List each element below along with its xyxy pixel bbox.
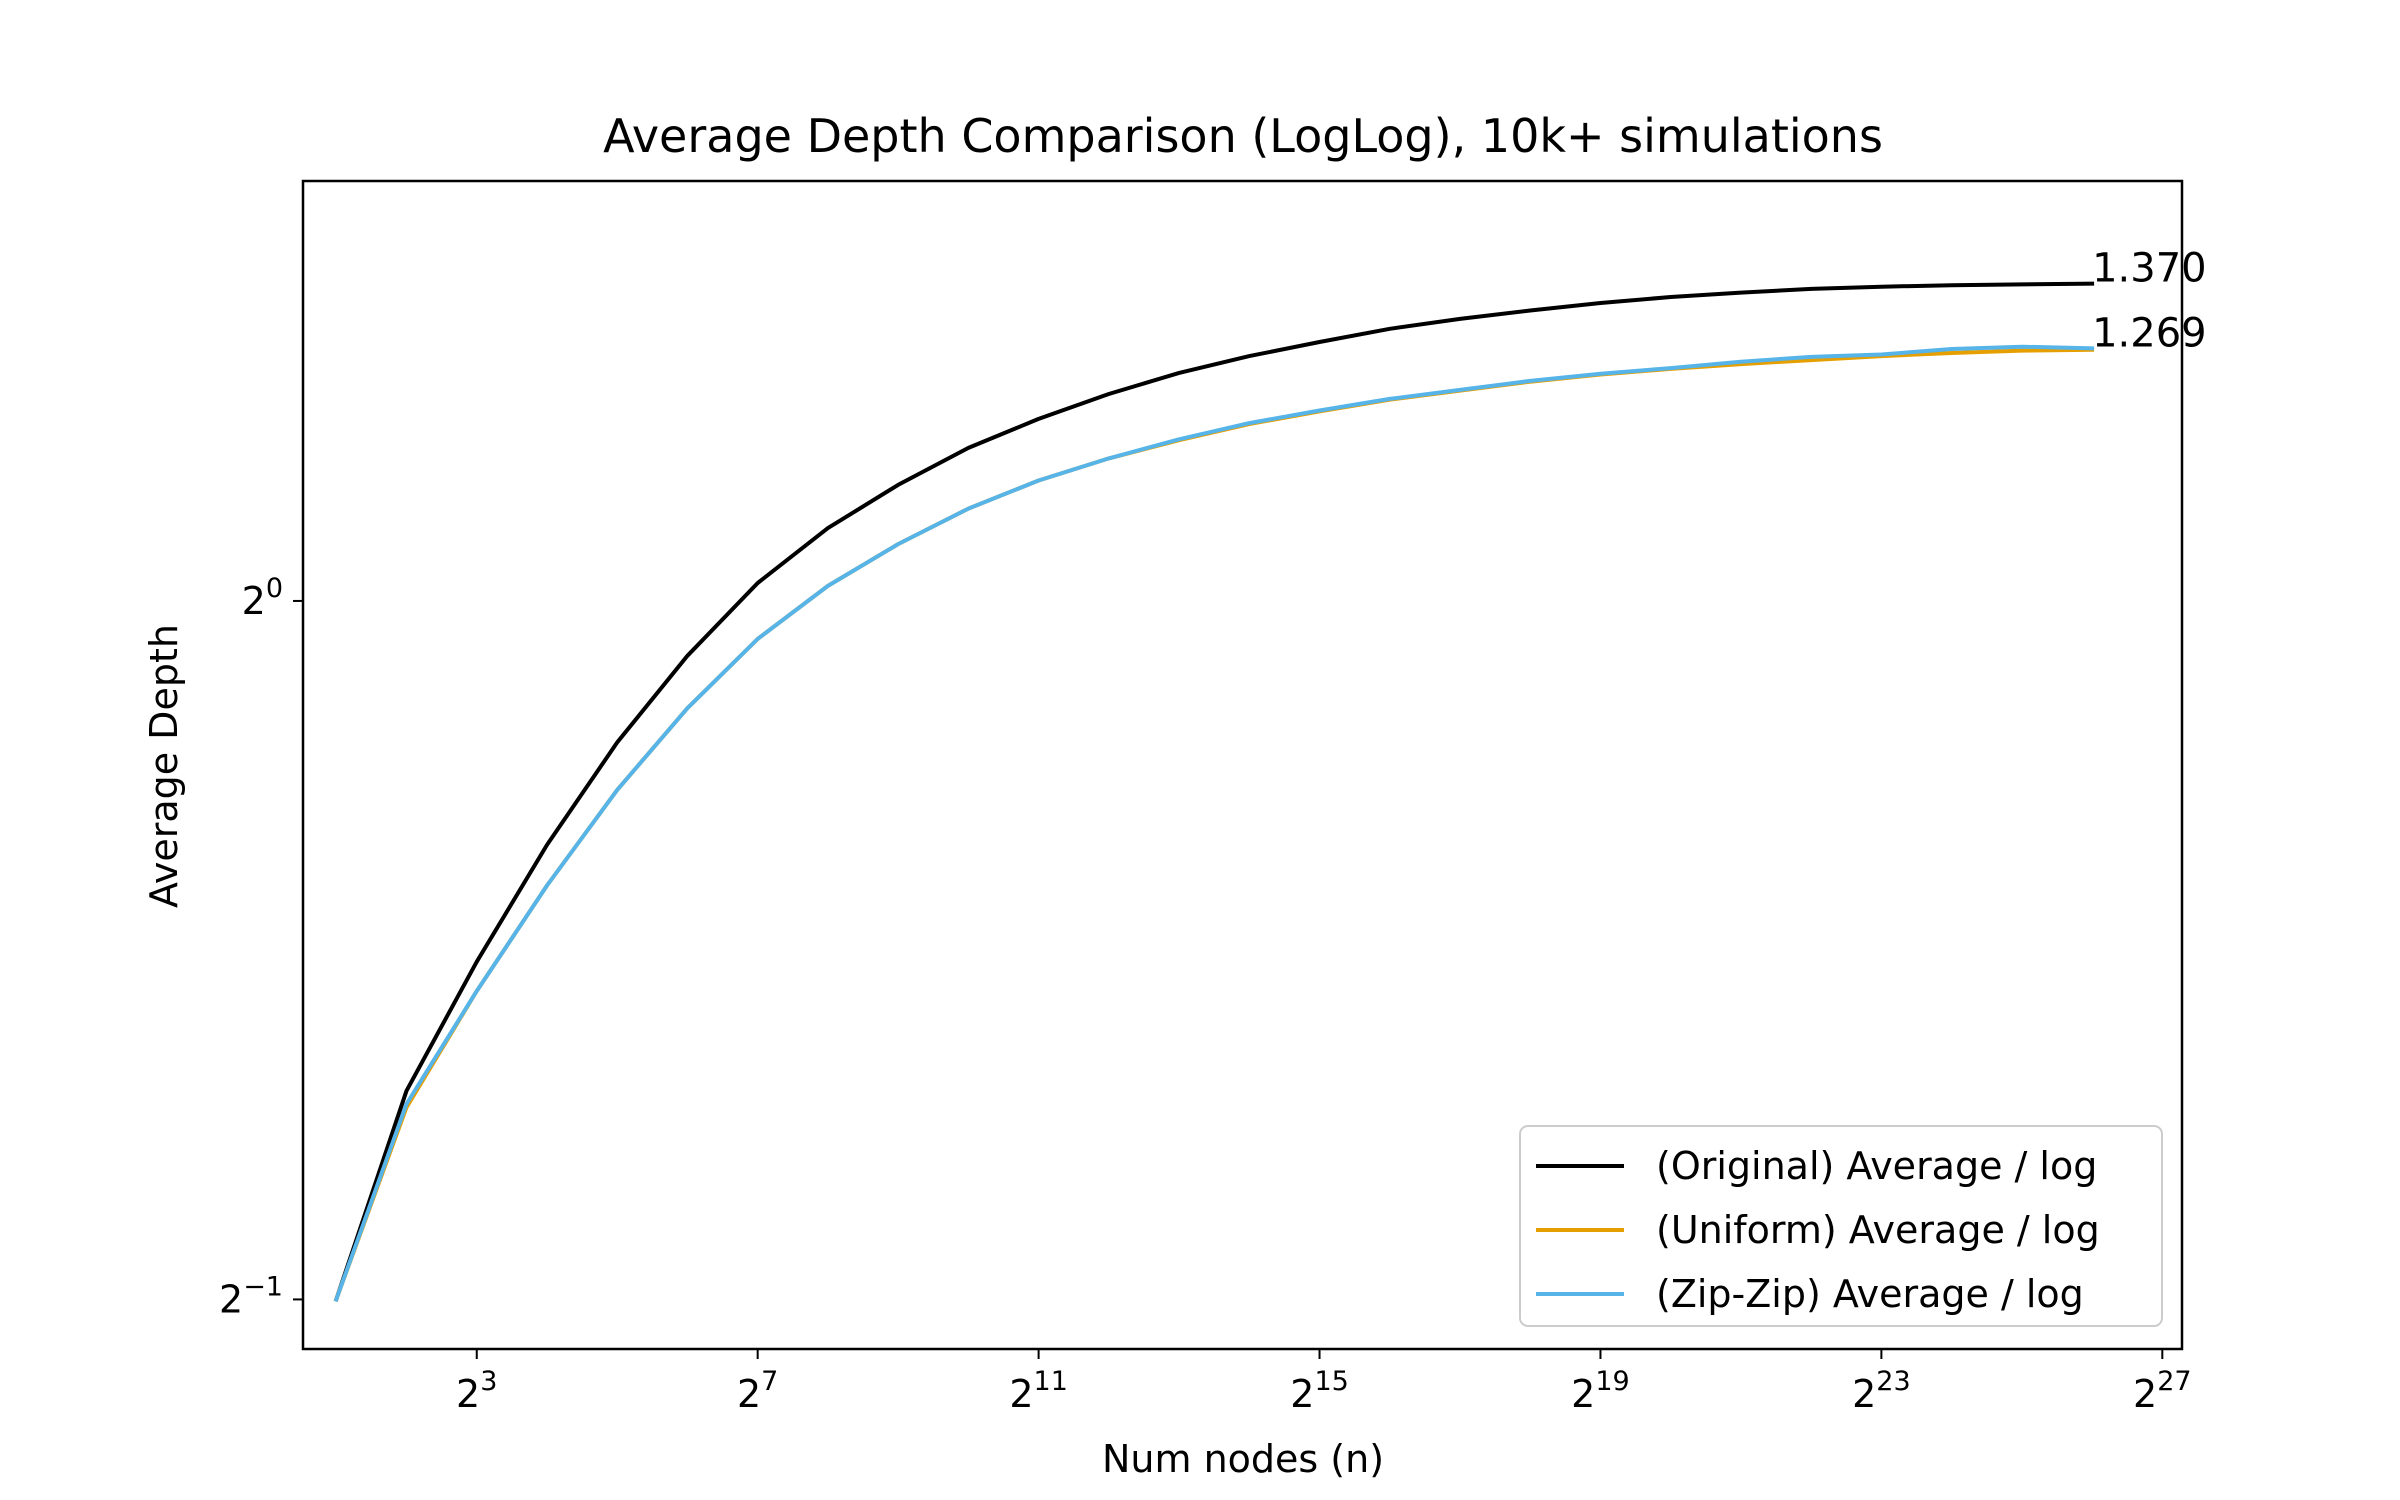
y-tick-exponent: 0 xyxy=(266,573,283,604)
legend-label: (Uniform) Average / log xyxy=(1656,1208,2100,1252)
x-tick-label: 219 xyxy=(1571,1366,1630,1416)
y-tick-exponent: −1 xyxy=(243,1271,283,1302)
x-tick-exponent: 3 xyxy=(480,1366,497,1397)
x-tick-base: 2 xyxy=(737,1372,761,1416)
x-tick-label: 227 xyxy=(2133,1366,2192,1416)
x-tick-label: 27 xyxy=(737,1366,778,1416)
end-labels: 1.370 1.269 xyxy=(2092,246,2207,357)
y-tick-base: 2 xyxy=(242,579,266,623)
legend-label: (Original) Average / log xyxy=(1656,1144,2097,1188)
x-tick-label: 223 xyxy=(1852,1366,1911,1416)
legend-frame xyxy=(1519,1125,2163,1327)
x-axis: 23 27 211 215 219 223 227 xyxy=(456,1349,2192,1416)
y-tick-base: 2 xyxy=(219,1277,243,1321)
x-tick-exponent: 11 xyxy=(1034,1366,1068,1397)
x-tick-base: 2 xyxy=(456,1372,480,1416)
end-value-label: 1.269 xyxy=(2092,310,2207,356)
x-tick-exponent: 27 xyxy=(2157,1366,2191,1397)
series-line-2 xyxy=(333,344,2095,1302)
x-tick-exponent: 15 xyxy=(1314,1366,1348,1397)
x-tick-exponent: 7 xyxy=(761,1366,778,1397)
y-tick-label: 20 xyxy=(242,573,283,623)
x-axis-label: Num nodes (n) xyxy=(1102,1437,1384,1481)
x-tick-base: 2 xyxy=(1571,1372,1595,1416)
x-tick-exponent: 23 xyxy=(1876,1366,1910,1397)
plot-area xyxy=(333,281,2095,1302)
y-tick-label: 2−1 xyxy=(219,1271,283,1321)
chart-title: Average Depth Comparison (LogLog), 10k+ … xyxy=(603,109,1883,163)
legend-label: (Zip-Zip) Average / log xyxy=(1656,1272,2084,1316)
x-tick-base: 2 xyxy=(2133,1372,2157,1416)
x-tick-base: 2 xyxy=(1009,1372,1033,1416)
end-value-label: 1.370 xyxy=(2092,246,2207,292)
x-tick-label: 215 xyxy=(1290,1366,1349,1416)
axes-frame xyxy=(301,179,2184,1351)
y-axis-label: Average Depth xyxy=(142,624,186,908)
series-line-0 xyxy=(333,281,2095,1302)
legend: (Original) Average / log (Uniform) Averag… xyxy=(1519,1125,2163,1327)
x-tick-base: 2 xyxy=(1290,1372,1314,1416)
x-tick-exponent: 19 xyxy=(1595,1366,1629,1397)
y-axis: 2−120 xyxy=(219,573,303,1321)
x-tick-label: 211 xyxy=(1009,1366,1068,1416)
x-tick-label: 23 xyxy=(456,1366,497,1416)
x-tick-base: 2 xyxy=(1852,1372,1876,1416)
